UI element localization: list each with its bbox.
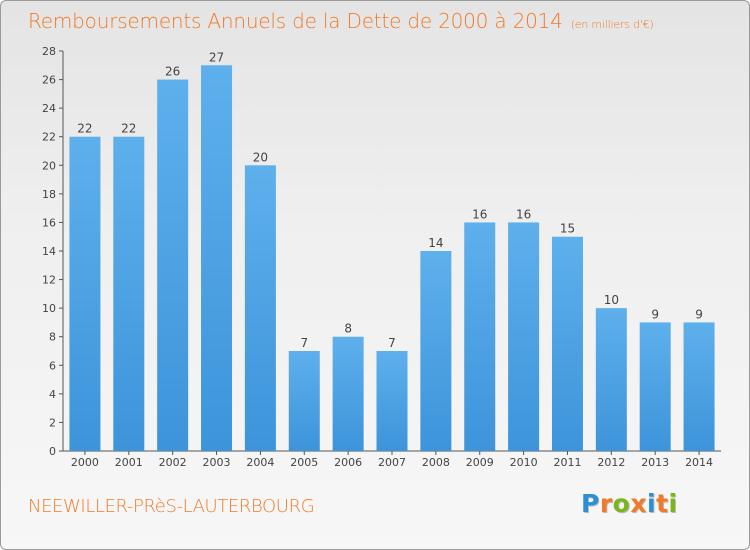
x-tick-label: 2010 — [510, 456, 538, 469]
bar — [376, 351, 408, 451]
logo-letter: P — [581, 489, 600, 518]
commune-name: NEEWILLER-PRèS-LAUTERBOURG — [28, 496, 315, 517]
bar-value-label: 7 — [388, 336, 396, 350]
bar — [639, 322, 671, 451]
bar-value-label: 22 — [77, 122, 92, 136]
bar-value-label: 16 — [516, 207, 531, 221]
logo-letter: x — [630, 489, 647, 518]
y-tick-label: 18 — [42, 188, 56, 201]
bar — [157, 79, 189, 452]
y-tick-label: 14 — [42, 245, 56, 258]
y-tick-label: 6 — [49, 359, 56, 372]
chart-title: Remboursements Annuels de la Dette de 20… — [28, 9, 654, 33]
bar — [595, 308, 627, 451]
logo-letter: t — [656, 489, 669, 518]
bar-value-label: 16 — [472, 207, 487, 221]
y-tick-label: 10 — [42, 302, 56, 315]
y-tick-label: 24 — [42, 102, 56, 115]
x-tick-label: 2003 — [203, 456, 231, 469]
logo-letter: i — [647, 489, 657, 518]
y-tick-label: 20 — [42, 159, 56, 172]
bar-value-label: 9 — [651, 307, 659, 321]
y-tick-label: 26 — [42, 74, 56, 87]
bar — [69, 136, 101, 451]
bar — [420, 251, 452, 451]
x-tick-label: 2005 — [290, 456, 318, 469]
logo-letter: r — [599, 489, 613, 518]
chart-subtitle: (en milliers d'€) — [570, 18, 654, 31]
bar-value-label: 10 — [604, 293, 619, 307]
y-tick-label: 8 — [49, 331, 56, 344]
bar — [683, 322, 715, 451]
y-tick-label: 0 — [49, 445, 56, 458]
x-tick-label: 2006 — [334, 456, 362, 469]
bar-value-label: 20 — [253, 150, 268, 164]
x-tick-label: 2012 — [597, 456, 625, 469]
bar — [464, 222, 496, 451]
x-tick-label: 2014 — [685, 456, 713, 469]
logo-letter: o — [612, 489, 631, 518]
x-tick-label: 2013 — [641, 456, 669, 469]
bar — [113, 136, 145, 451]
x-tick-label: 2009 — [466, 456, 494, 469]
bar-value-label: 8 — [344, 322, 352, 336]
y-tick-label: 12 — [42, 274, 56, 287]
bar-value-label: 22 — [121, 122, 136, 136]
x-tick-label: 2000 — [71, 456, 99, 469]
x-tick-label: 2001 — [115, 456, 143, 469]
y-tick-label: 2 — [49, 416, 56, 429]
y-tick-label: 22 — [42, 131, 56, 144]
bar — [551, 236, 583, 451]
x-tick-label: 2008 — [422, 456, 450, 469]
logo-letter: i — [668, 489, 678, 518]
bar — [201, 65, 233, 452]
y-tick-label: 28 — [42, 45, 56, 58]
x-tick-label: 2004 — [246, 456, 274, 469]
bar — [332, 336, 364, 451]
bar — [288, 351, 320, 451]
bar-value-label: 7 — [300, 336, 308, 350]
bar-value-label: 26 — [165, 65, 180, 79]
title-text: Remboursements Annuels de la Dette de 20… — [28, 9, 563, 33]
bar — [244, 165, 276, 452]
x-tick-label: 2007 — [378, 456, 406, 469]
bar-value-label: 27 — [209, 50, 224, 64]
proxiti-logo: Proxiti — [581, 489, 678, 518]
bar — [508, 222, 540, 451]
bar-value-label: 15 — [560, 222, 575, 236]
x-tick-label: 2002 — [159, 456, 187, 469]
bar-value-label: 14 — [428, 236, 443, 250]
y-tick-label: 4 — [49, 388, 56, 401]
bar-value-label: 9 — [695, 307, 703, 321]
x-tick-label: 2011 — [553, 456, 581, 469]
y-tick-label: 16 — [42, 216, 56, 229]
